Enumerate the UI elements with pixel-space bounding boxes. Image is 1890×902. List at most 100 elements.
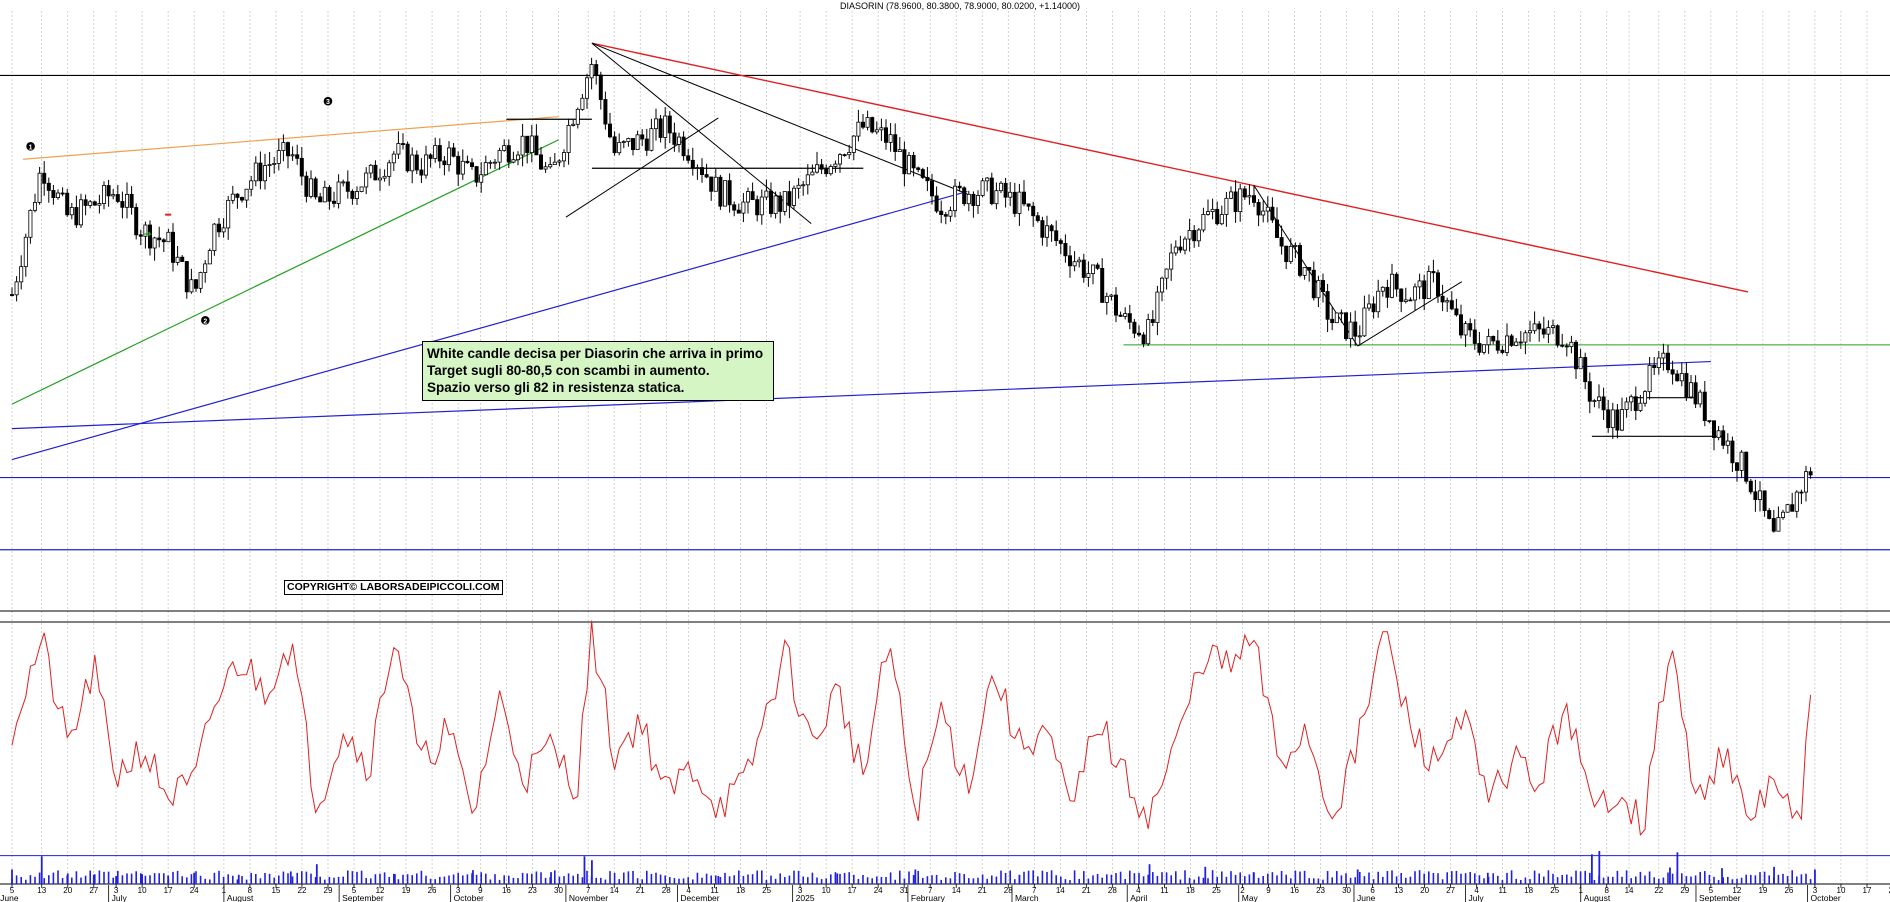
candle-body: [1725, 440, 1730, 446]
x-tick-label: 8: [248, 886, 253, 895]
candle-body: [1311, 269, 1316, 299]
candle-body: [1017, 191, 1022, 214]
candle-body: [773, 195, 778, 214]
candle-body: [465, 160, 470, 164]
candle-body: [239, 197, 244, 201]
candle-body: [1261, 210, 1266, 216]
candle-body: [539, 154, 544, 170]
candle-body: [1390, 273, 1395, 298]
candle-body: [1242, 188, 1247, 198]
candle-body: [308, 178, 313, 197]
x-tick-label: 31: [900, 886, 909, 895]
month-label: June: [1357, 893, 1376, 902]
candle-body: [920, 169, 925, 178]
candle-body: [686, 155, 691, 161]
x-tick-label: 15: [271, 886, 280, 895]
candle-body: [1403, 299, 1408, 302]
candle-body: [598, 74, 603, 100]
candle-body: [934, 195, 939, 212]
candle-body: [1546, 327, 1551, 335]
candle-body: [1413, 286, 1418, 301]
candle-body: [1744, 451, 1749, 482]
x-tick-label: 3: [798, 886, 803, 895]
candle-body: [1771, 518, 1776, 532]
candle-body: [1753, 491, 1758, 500]
candle-body: [28, 209, 33, 238]
candle-body: [815, 164, 820, 173]
green-arrow-marker: [144, 231, 152, 237]
candle-body: [474, 166, 479, 183]
candle-body: [1417, 280, 1422, 288]
x-tick-label: 3: [456, 886, 461, 895]
candle-body: [1528, 330, 1533, 334]
candle-body: [966, 193, 971, 205]
candle-body: [589, 64, 594, 79]
candle-body: [1647, 365, 1652, 393]
candle-body: [69, 207, 74, 216]
candle-body: [253, 162, 258, 182]
candle-body: [1495, 340, 1500, 351]
candle-body: [157, 237, 162, 241]
x-tick-label: 17: [1863, 886, 1872, 895]
candle-body: [1712, 420, 1717, 438]
x-tick-label: 18: [736, 886, 745, 895]
candle-body: [1307, 267, 1312, 271]
chart-title: DIASORIN (78.9600, 80.3800, 78.9000, 80.…: [840, 1, 1080, 11]
candle-body: [442, 160, 447, 166]
candle-body: [79, 199, 84, 226]
candle-body: [262, 165, 267, 182]
x-tick-label: 19: [1758, 886, 1767, 895]
candle-body: [437, 145, 442, 162]
candle-body: [1620, 409, 1625, 431]
candle-body: [1077, 259, 1082, 263]
candle-body: [1054, 230, 1059, 242]
x-tick-label: 25: [762, 886, 771, 895]
x-tick-label: 12: [376, 886, 385, 895]
candle-body: [525, 135, 530, 153]
x-tick-label: 4: [1136, 886, 1141, 895]
candle-body: [1574, 341, 1579, 370]
candle-body: [207, 250, 212, 265]
month-label: February: [911, 893, 946, 902]
candle-body: [1173, 246, 1178, 254]
candle-body: [33, 201, 38, 211]
month-label: May: [1242, 893, 1259, 902]
candle-body: [14, 281, 19, 296]
x-tick-label: 9: [478, 886, 483, 895]
x-tick-label: 3: [114, 886, 119, 895]
x-tick-label: 13: [37, 886, 46, 895]
candle-body: [304, 175, 309, 197]
candle-body: [147, 224, 152, 249]
candle-body: [1155, 291, 1160, 323]
candle-body: [1049, 225, 1054, 232]
candle-body: [548, 164, 553, 168]
x-tick-label: 16: [502, 886, 511, 895]
candle-body: [180, 256, 185, 262]
candle-body: [230, 193, 235, 201]
x-tick-label: 7: [928, 886, 933, 895]
x-tick-label: 28: [1108, 886, 1117, 895]
candle-body: [893, 134, 898, 152]
candle-body: [1091, 264, 1096, 274]
candle-body: [1560, 344, 1565, 347]
candle-body: [1353, 321, 1358, 337]
candle-body: [1238, 188, 1243, 213]
candle-body: [1109, 294, 1114, 297]
x-tick-label: 17: [848, 886, 857, 895]
month-label: June: [0, 893, 19, 902]
x-tick-label: 25: [1212, 886, 1221, 895]
candle-body: [203, 263, 208, 273]
candle-body: [989, 177, 994, 205]
candle-body: [51, 190, 56, 198]
x-tick-label: 29: [1680, 886, 1689, 895]
candle-body: [566, 124, 571, 153]
candle-body: [419, 169, 424, 176]
x-tick-label: 12: [1732, 886, 1741, 895]
candle-body: [405, 143, 410, 172]
candle-body: [1146, 319, 1151, 345]
candle-body: [1224, 197, 1229, 215]
candle-body: [115, 194, 120, 202]
candle-body: [74, 207, 79, 226]
x-tick-label: 20: [1420, 886, 1429, 895]
candle-body: [318, 196, 323, 203]
